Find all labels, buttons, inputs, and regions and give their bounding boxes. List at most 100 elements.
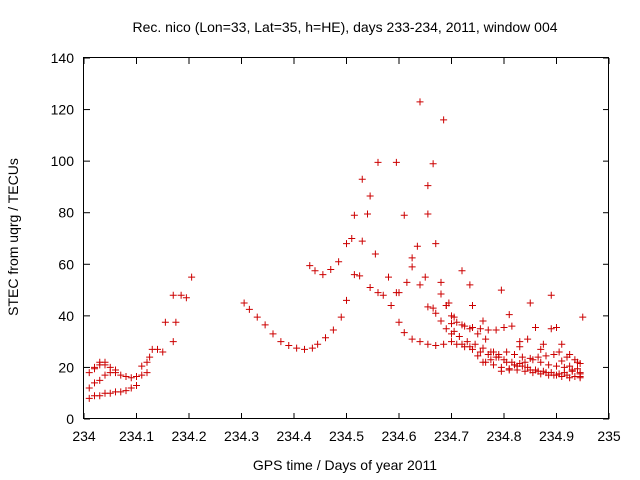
data-point — [379, 291, 387, 299]
data-point — [395, 318, 403, 326]
data-point — [574, 365, 581, 373]
data-point — [479, 344, 487, 352]
data-point — [366, 283, 374, 291]
data-point — [469, 302, 476, 310]
data-point — [117, 388, 125, 396]
x-tick-label: 234.3 — [224, 428, 259, 444]
data-point — [537, 370, 545, 378]
data-point — [319, 271, 327, 279]
data-point — [348, 235, 356, 242]
data-point — [306, 262, 314, 270]
data-point — [146, 353, 154, 361]
data-point — [497, 367, 505, 375]
x-tick-label: 234.4 — [276, 428, 311, 444]
data-point — [576, 370, 584, 378]
data-point — [495, 351, 503, 359]
x-axis-label: GPS time / Days of year 2011 — [253, 457, 437, 473]
data-point — [484, 326, 492, 334]
data-point — [143, 358, 151, 366]
data-point — [371, 250, 379, 258]
data-point — [350, 271, 358, 279]
data-point — [558, 357, 566, 365]
data-point — [343, 240, 350, 248]
data-point — [563, 353, 571, 361]
data-point — [408, 263, 416, 271]
data-point — [579, 313, 587, 321]
data-point — [568, 367, 576, 375]
data-point — [476, 348, 484, 356]
data-point — [240, 299, 248, 307]
data-point — [466, 281, 474, 289]
data-point — [356, 272, 364, 280]
data-point — [138, 371, 146, 379]
data-point — [96, 358, 104, 366]
data-point — [466, 325, 474, 333]
data-point — [455, 332, 463, 340]
data-point — [143, 369, 151, 377]
data-point — [576, 360, 584, 368]
data-point — [285, 342, 293, 350]
data-point — [322, 334, 329, 342]
data-point — [479, 317, 487, 325]
data-point — [106, 389, 114, 397]
data-point — [408, 254, 416, 262]
data-point — [542, 352, 550, 360]
data-point — [293, 344, 301, 352]
data-point — [453, 318, 461, 326]
data-point — [440, 340, 448, 348]
data-point — [526, 299, 534, 307]
y-axis-label: STEC from uqrg / TECUs — [5, 158, 21, 316]
data-point — [553, 371, 560, 379]
chart-title: Rec. nico (Lon=33, Lat=35, h=HE), days 2… — [132, 19, 557, 35]
data-point — [117, 371, 125, 379]
data-point — [440, 116, 448, 124]
data-point — [96, 376, 104, 384]
x-tick-label: 234.6 — [381, 428, 416, 444]
data-point — [437, 317, 445, 325]
data-point — [432, 309, 440, 317]
data-point — [466, 343, 474, 351]
data-point — [85, 394, 93, 402]
data-point — [424, 210, 432, 218]
data-point — [335, 258, 343, 266]
data-point — [188, 273, 196, 281]
data-point — [566, 374, 574, 382]
data-point — [558, 372, 566, 380]
data-point — [400, 329, 408, 337]
data-point — [547, 325, 555, 333]
data-point — [471, 340, 479, 348]
data-point — [308, 344, 316, 352]
data-point — [492, 326, 500, 334]
data-point — [91, 365, 98, 373]
data-point — [172, 318, 180, 326]
data-point — [106, 363, 114, 371]
data-point — [253, 313, 261, 321]
data-point — [277, 338, 285, 346]
y-tick-label: 140 — [51, 50, 75, 66]
data-point — [161, 318, 169, 326]
data-point — [513, 362, 521, 370]
data-point — [416, 281, 424, 289]
data-point — [301, 345, 308, 353]
data-point — [516, 343, 524, 351]
data-point — [566, 362, 574, 370]
x-tick-label: 234.2 — [171, 428, 206, 444]
data-point — [560, 363, 568, 371]
data-point — [458, 321, 466, 329]
data-point — [269, 330, 277, 338]
data-point — [395, 289, 403, 297]
data-point — [358, 175, 366, 183]
data-point — [487, 356, 495, 364]
data-point — [182, 294, 190, 302]
data-point — [416, 338, 424, 346]
data-point — [448, 320, 455, 328]
x-tick-label: 235 — [597, 428, 621, 444]
data-point — [555, 348, 563, 356]
data-point — [505, 311, 513, 319]
data-point — [408, 335, 416, 343]
data-point — [159, 348, 167, 356]
data-point — [392, 158, 400, 166]
data-point — [403, 278, 411, 286]
data-point — [101, 361, 109, 369]
